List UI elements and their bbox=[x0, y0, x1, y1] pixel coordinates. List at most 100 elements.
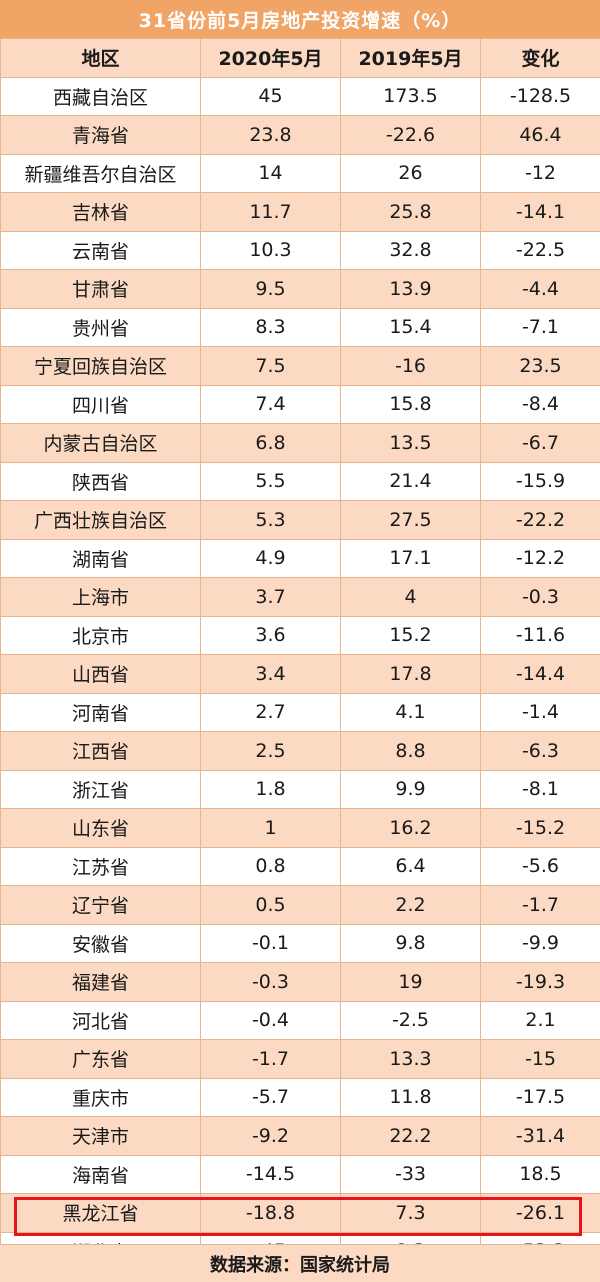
cell-2020-may: 3.7 bbox=[201, 578, 341, 617]
cell-2019-may: 9.8 bbox=[341, 924, 481, 963]
cell-change: -8.4 bbox=[481, 385, 600, 424]
cell-2019-may: -22.6 bbox=[341, 116, 481, 155]
cell-2019-may: 13.3 bbox=[341, 1040, 481, 1079]
cell-2019-may: 173.5 bbox=[341, 77, 481, 116]
cell-2019-may: -2.5 bbox=[341, 1001, 481, 1040]
cell-2020-may: 11.7 bbox=[201, 193, 341, 232]
cell-change: -26.1 bbox=[481, 1194, 600, 1233]
cell-2020-may: -0.4 bbox=[201, 1001, 341, 1040]
cell-change: -15 bbox=[481, 1040, 600, 1079]
cell-2019-may: 19 bbox=[341, 963, 481, 1002]
cell-2019-may: 26 bbox=[341, 154, 481, 193]
cell-change: -6.7 bbox=[481, 424, 600, 463]
cell-2020-may: -0.3 bbox=[201, 963, 341, 1002]
source-note: 数据来源：国家统计局 bbox=[0, 1244, 600, 1282]
cell-2019-may: 7.3 bbox=[341, 1194, 481, 1233]
cell-2019-may: 9.9 bbox=[341, 770, 481, 809]
cell-region: 湖南省 bbox=[1, 539, 201, 578]
cell-change: 2.1 bbox=[481, 1001, 600, 1040]
column-header-2019-may: 2019年5月 bbox=[341, 39, 481, 78]
cell-change: -22.2 bbox=[481, 501, 600, 540]
cell-2019-may: 13.9 bbox=[341, 270, 481, 309]
cell-region: 吉林省 bbox=[1, 193, 201, 232]
cell-2019-may: 11.8 bbox=[341, 1078, 481, 1117]
cell-2019-may: -33 bbox=[341, 1155, 481, 1194]
cell-2020-may: 0.8 bbox=[201, 847, 341, 886]
cell-2019-may: 15.2 bbox=[341, 616, 481, 655]
cell-change: -15.2 bbox=[481, 809, 600, 848]
cell-region: 重庆市 bbox=[1, 1078, 201, 1117]
cell-2020-may: -18.8 bbox=[201, 1194, 341, 1233]
cell-change: -6.3 bbox=[481, 732, 600, 771]
cell-region: 广西壮族自治区 bbox=[1, 501, 201, 540]
cell-change: -14.1 bbox=[481, 193, 600, 232]
cell-2020-may: 8.3 bbox=[201, 308, 341, 347]
cell-2019-may: 21.4 bbox=[341, 462, 481, 501]
cell-region: 贵州省 bbox=[1, 308, 201, 347]
table-title: 31省份前5月房地产投资增速（%） bbox=[0, 0, 600, 38]
cell-2019-may: -16 bbox=[341, 347, 481, 386]
cell-2020-may: 23.8 bbox=[201, 116, 341, 155]
cell-change: -22.5 bbox=[481, 231, 600, 270]
cell-region: 浙江省 bbox=[1, 770, 201, 809]
cell-2019-may: 32.8 bbox=[341, 231, 481, 270]
cell-region: 宁夏回族自治区 bbox=[1, 347, 201, 386]
cell-2019-may: 4 bbox=[341, 578, 481, 617]
cell-change: 23.5 bbox=[481, 347, 600, 386]
column-header-region: 地区 bbox=[1, 39, 201, 78]
cell-change: -1.4 bbox=[481, 693, 600, 732]
cell-region: 黑龙江省 bbox=[1, 1194, 201, 1233]
cell-change: -8.1 bbox=[481, 770, 600, 809]
cell-region: 辽宁省 bbox=[1, 886, 201, 925]
cell-change: -1.7 bbox=[481, 886, 600, 925]
cell-2020-may: 45 bbox=[201, 77, 341, 116]
cell-2019-may: 2.2 bbox=[341, 886, 481, 925]
cell-2019-may: 17.8 bbox=[341, 655, 481, 694]
cell-2020-may: 5.3 bbox=[201, 501, 341, 540]
header-row: 地区 2020年5月 2019年5月 变化 bbox=[1, 39, 600, 78]
column-header-2020-may: 2020年5月 bbox=[201, 39, 341, 78]
cell-region: 江西省 bbox=[1, 732, 201, 771]
cell-2019-may: 17.1 bbox=[341, 539, 481, 578]
cell-region: 安徽省 bbox=[1, 924, 201, 963]
cell-change: -0.3 bbox=[481, 578, 600, 617]
cell-change: 46.4 bbox=[481, 116, 600, 155]
cell-2020-may: -0.1 bbox=[201, 924, 341, 963]
cell-change: -12.2 bbox=[481, 539, 600, 578]
cell-2019-may: 8.8 bbox=[341, 732, 481, 771]
cell-2019-may: 25.8 bbox=[341, 193, 481, 232]
cell-2020-may: 1 bbox=[201, 809, 341, 848]
cell-2020-may: -5.7 bbox=[201, 1078, 341, 1117]
cell-2020-may: 10.3 bbox=[201, 231, 341, 270]
cell-region: 陕西省 bbox=[1, 462, 201, 501]
cell-2020-may: 6.8 bbox=[201, 424, 341, 463]
cell-2020-may: -9.2 bbox=[201, 1117, 341, 1156]
cell-region: 山西省 bbox=[1, 655, 201, 694]
cell-change: -7.1 bbox=[481, 308, 600, 347]
cell-region: 福建省 bbox=[1, 963, 201, 1002]
cell-region: 上海市 bbox=[1, 578, 201, 617]
cell-region: 四川省 bbox=[1, 385, 201, 424]
cell-region: 海南省 bbox=[1, 1155, 201, 1194]
cell-2020-may: 7.5 bbox=[201, 347, 341, 386]
cell-region: 青海省 bbox=[1, 116, 201, 155]
